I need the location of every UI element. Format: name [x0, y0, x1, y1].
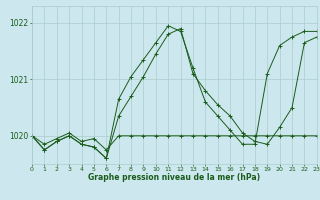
X-axis label: Graphe pression niveau de la mer (hPa): Graphe pression niveau de la mer (hPa) [88, 173, 260, 182]
